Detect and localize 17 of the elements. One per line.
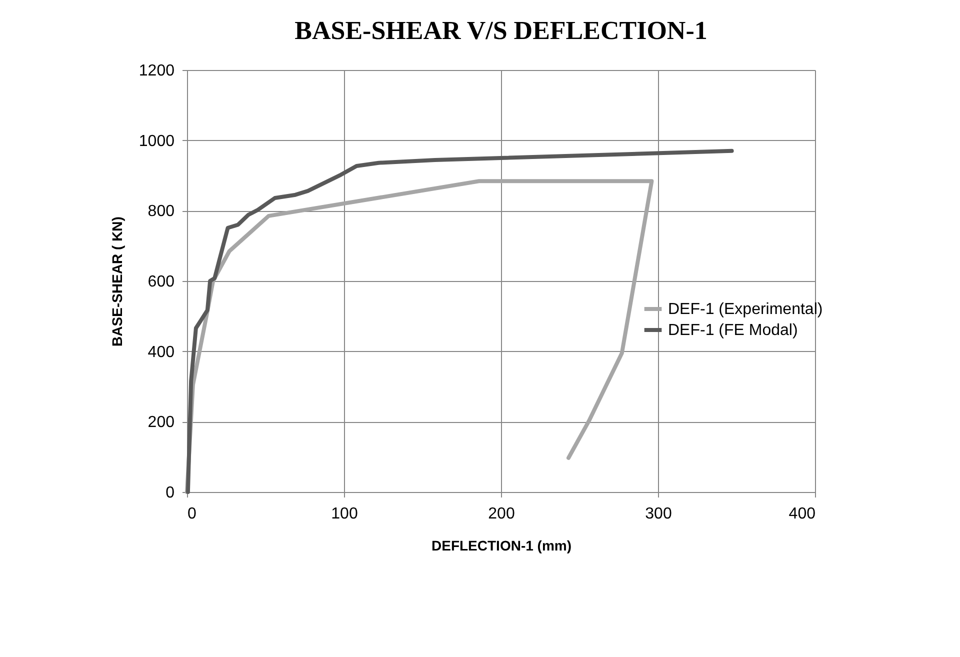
x-tick-label: 200 (488, 506, 515, 522)
y-tick-label: 1000 (138, 132, 175, 150)
x-tick-label: 0 (188, 506, 196, 522)
chart-title: BASE-SHEAR V/S DEFLECTION-1 (294, 16, 708, 45)
x-axis-title: DEFLECTION-1 (mm) (432, 538, 572, 554)
y-tick-label: 600 (148, 274, 175, 290)
x-tick-label: 300 (645, 506, 672, 522)
y-tick-label: 400 (148, 344, 175, 361)
x-tick-label: 400 (788, 506, 816, 522)
y-tick-label: 0 (166, 484, 175, 502)
x-tick-label: 100 (331, 506, 358, 522)
y-tick-label: 800 (148, 203, 175, 220)
legend-label: DEF-1 (FE Modal) (668, 322, 798, 339)
legend-label: DEF-1 (Experimental) (668, 301, 823, 318)
y-tick-label: 1200 (138, 62, 175, 80)
y-tick-label: 200 (148, 414, 175, 432)
y-axis-title: BASE-SHEAR ( KN) (108, 216, 125, 346)
